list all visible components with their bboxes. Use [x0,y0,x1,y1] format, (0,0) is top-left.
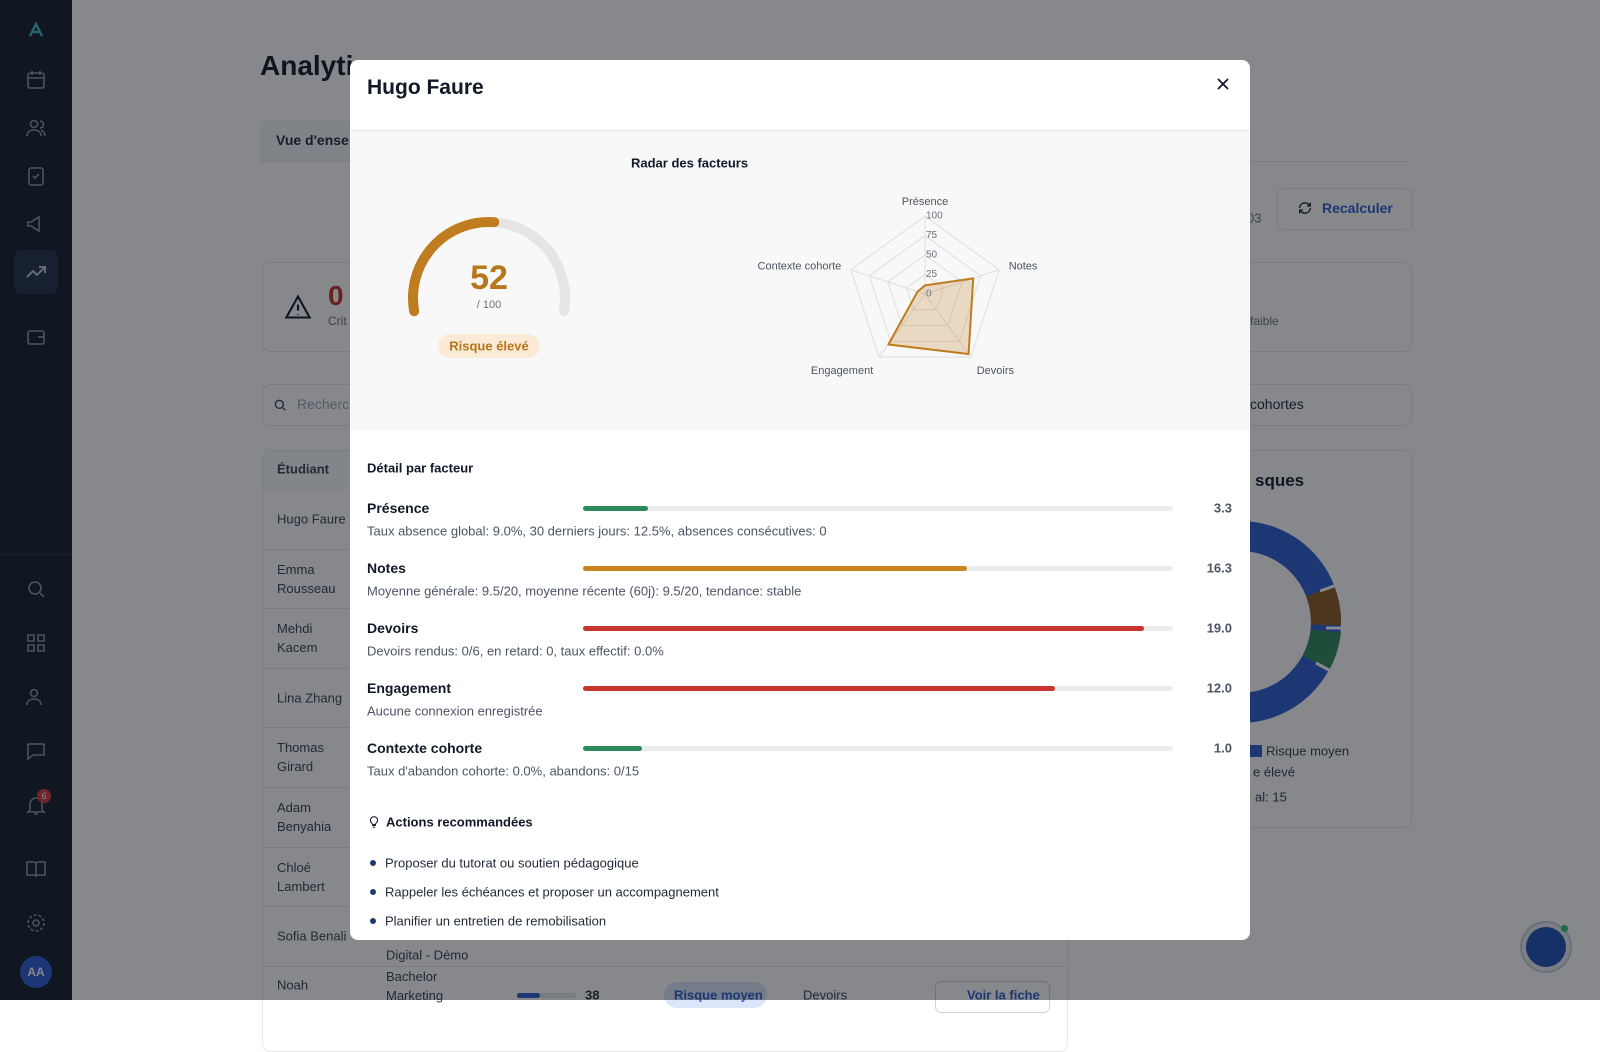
axis-label: Notes [1009,261,1038,273]
factor-name: Notes [367,560,406,576]
factor-score: 1.0 [1213,740,1232,756]
risk-badge: Risque élevé [449,338,529,353]
factor-name: Contexte cohorte [367,740,483,756]
actions-title: Actions recommandées [386,814,533,830]
axis-label: Devoirs [977,365,1015,377]
factor-track [583,626,1173,631]
factor-track [583,566,1173,571]
grid-ring [905,273,945,311]
modal-title: Hugo Faure [367,76,484,99]
grid-ring [868,234,982,342]
details-title: Détail par facteur [367,460,474,476]
axis-label: Contexte cohorte [758,261,842,273]
factor-bar [583,566,967,571]
close-button[interactable] [1215,76,1231,92]
r-tick-label: 25 [926,269,938,280]
factor-name: Présence [367,500,430,516]
summary-section [350,131,1250,431]
summary-charts: Radar des facteurs 52 / 100 Risque élevé Pr… [408,155,1038,377]
action-item: Rappeler les échéances et proposer un ac… [385,884,719,900]
factor-track [583,746,1173,751]
factor-description: Devoirs rendus: 0/6, en retard: 0, taux … [367,643,664,659]
factor-bar [583,506,648,511]
action-item: Proposer du tutorat ou soutien pédagogiq… [385,855,639,871]
radar-area [887,277,975,355]
factor-score: 12.0 [1206,680,1232,696]
factor-score: 3.3 [1213,500,1232,516]
factor-track [583,686,1173,691]
factor-description: Taux absence global: 9.0%, 30 derniers j… [367,523,827,539]
grid-ring [887,254,963,327]
axis-label: Engagement [811,365,873,377]
factor-bar [583,686,1055,691]
bulb-icon [369,816,379,828]
factor-description: Moyenne générale: 9.5/20, moyenne récent… [367,583,802,599]
axis-label: Présence [902,196,948,208]
gauge-max: / 100 [477,299,501,311]
factor-bar [583,746,642,751]
radar-title: Radar des facteurs [631,155,748,170]
spoke [878,293,926,358]
risk-badge-bg [438,334,540,358]
action-item: Planifier un entretien de remobilisation [385,913,607,929]
factor-name: Devoirs [367,620,419,636]
r-tick-label: 100 [926,211,943,222]
spoke [924,269,1000,295]
spoke [850,269,926,295]
grid-ring [850,215,1000,358]
factor-track [583,506,1173,511]
r-tick-label: 50 [926,250,938,261]
factor-description: Aucune connexion enregistrée [367,703,543,719]
r-tick-label: 0 [926,289,932,300]
factor-score: 16.3 [1206,560,1232,576]
r-tick-label: 75 [926,230,938,241]
header-border [350,130,1250,131]
bullet [370,860,376,866]
bullet [370,889,376,895]
bullet [370,918,376,924]
factor-description: Taux d'abandon cohorte: 0.0%, abandons: … [367,763,640,779]
factor-name: Engagement [367,680,452,696]
spoke [924,293,972,358]
modal: Hugo Faure Radar des facteurs 52 / 100 Ris… [350,60,1250,940]
factor-score: 19.0 [1206,620,1232,636]
factor-bar [583,626,1144,631]
gauge-score: 52 [470,259,508,297]
gauge-value [408,217,500,317]
